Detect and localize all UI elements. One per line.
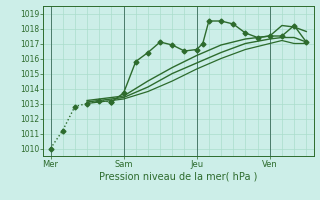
X-axis label: Pression niveau de la mer( hPa ): Pression niveau de la mer( hPa ) (99, 172, 258, 182)
